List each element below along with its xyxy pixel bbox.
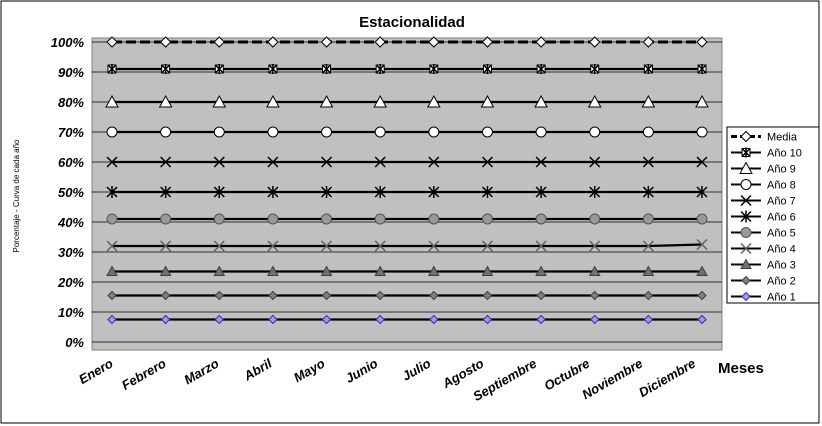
data-point <box>482 214 492 224</box>
data-point <box>268 214 278 224</box>
legend-label: Año 7 <box>767 196 796 208</box>
y-tick-label: 50% <box>58 185 84 200</box>
y-tick-label: 20% <box>57 275 84 290</box>
y-tick-label: 10% <box>58 305 84 320</box>
legend-label: Año 1 <box>767 292 796 304</box>
y-tick-label: 40% <box>57 215 84 230</box>
y-tick-label: 80% <box>58 95 84 110</box>
data-point <box>643 214 653 224</box>
legend-label: Media <box>767 132 798 144</box>
x-axis-label: Meses <box>718 360 764 377</box>
legend-label: Año 8 <box>767 180 796 192</box>
legend-label: Año 5 <box>767 228 796 240</box>
data-point <box>161 214 171 224</box>
chart-title: Estacionalidad <box>359 14 465 31</box>
legend-label: Año 4 <box>767 244 796 256</box>
data-point <box>429 214 439 224</box>
data-point <box>429 127 439 137</box>
data-point <box>590 127 600 137</box>
y-tick-label: 70% <box>58 125 84 140</box>
legend-label: Año 3 <box>767 260 796 272</box>
data-point <box>741 228 751 238</box>
data-point <box>214 214 224 224</box>
data-point <box>741 180 751 190</box>
data-point <box>322 214 332 224</box>
data-point <box>375 214 385 224</box>
legend-label: Año 9 <box>767 164 796 176</box>
data-point <box>268 127 278 137</box>
data-point <box>482 127 492 137</box>
data-point <box>697 127 707 137</box>
y-axis-label: Porcentaje - Curva de cada año <box>12 139 21 253</box>
legend-label: Año 2 <box>767 276 796 288</box>
y-tick-label: 90% <box>58 65 84 80</box>
data-point <box>375 127 385 137</box>
y-tick-label: 100% <box>51 35 85 50</box>
data-point <box>536 127 546 137</box>
data-point <box>536 214 546 224</box>
y-tick-label: 60% <box>58 155 84 170</box>
data-point <box>590 214 600 224</box>
y-tick-label: 0% <box>65 335 84 350</box>
data-point <box>697 214 707 224</box>
data-point <box>161 127 171 137</box>
data-point <box>322 127 332 137</box>
plot-area <box>92 38 722 350</box>
data-point <box>107 214 117 224</box>
legend-label: Año 10 <box>767 148 802 160</box>
legend-label: Año 6 <box>767 212 796 224</box>
data-point <box>107 127 117 137</box>
data-point <box>643 127 653 137</box>
y-tick-label: 30% <box>58 245 84 260</box>
data-point <box>214 127 224 137</box>
